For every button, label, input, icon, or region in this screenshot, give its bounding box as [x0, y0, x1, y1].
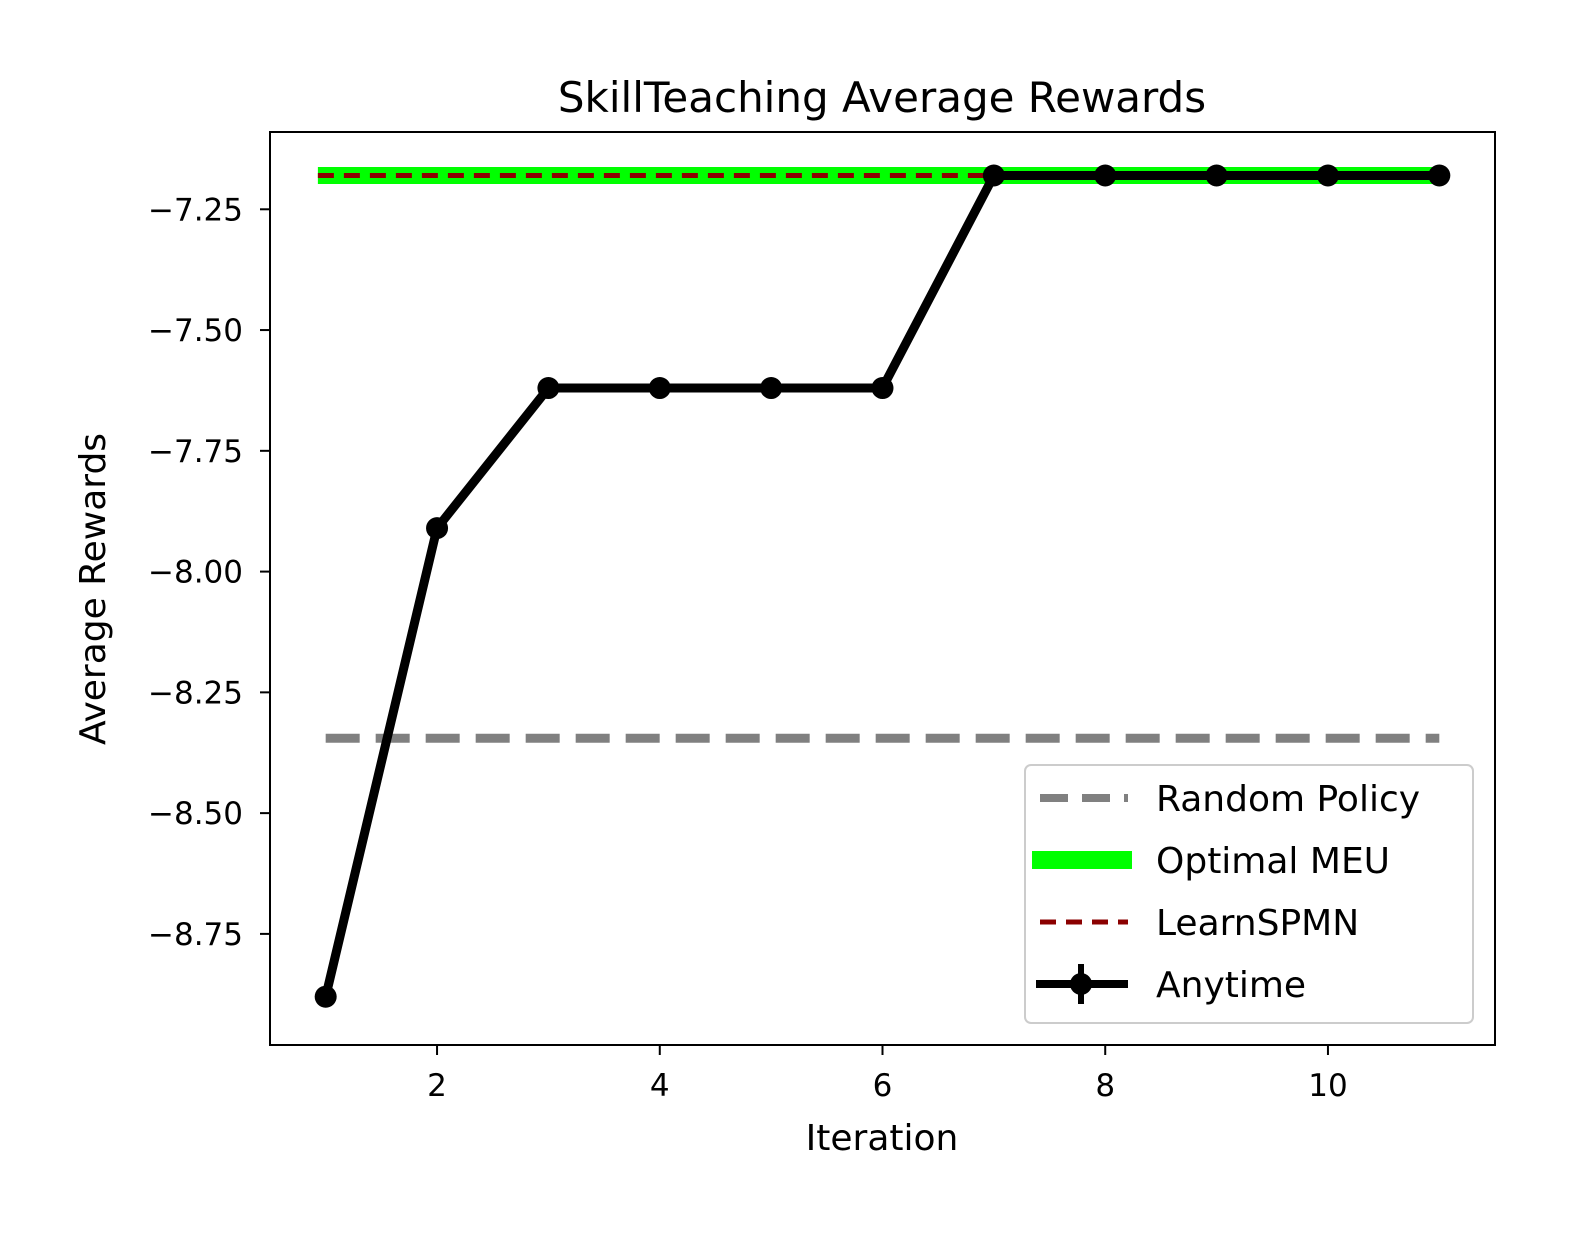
- legend-label-random-policy: Random Policy: [1156, 779, 1420, 820]
- x-tick-label: 8: [1095, 1068, 1115, 1104]
- data-point-anytime: [537, 377, 560, 400]
- x-axis-title: Iteration: [806, 1118, 959, 1159]
- data-point-anytime: [1205, 164, 1228, 187]
- data-point-anytime: [982, 164, 1005, 187]
- y-axis-title: Average Rewards: [73, 433, 114, 745]
- y-tick-label: −8.25: [148, 675, 243, 711]
- legend-label-anytime: Anytime: [1156, 965, 1306, 1006]
- legend-label-optimal-meu: Optimal MEU: [1156, 841, 1390, 882]
- y-tick-label: −8.75: [148, 917, 243, 953]
- y-tick-label: −7.25: [148, 192, 243, 228]
- legend-box: [1024, 764, 1474, 1024]
- x-tick-label: 4: [650, 1068, 670, 1104]
- y-tick-label: −7.75: [148, 434, 243, 470]
- legend: Random Policy Optimal MEU LearnSPMN Anyt…: [1024, 764, 1474, 1024]
- data-point-anytime: [314, 985, 337, 1008]
- data-point-anytime: [871, 377, 894, 400]
- y-tick-label: −8.50: [148, 796, 243, 832]
- data-point-anytime: [426, 517, 449, 540]
- data-point-anytime: [1094, 164, 1117, 187]
- data-point-anytime: [760, 377, 783, 400]
- data-point-anytime: [1316, 164, 1339, 187]
- legend-swatch-anytime-marker: [1070, 973, 1092, 995]
- y-tick-label: −7.50: [148, 313, 243, 349]
- x-axis-ticks: 2 4 6 8 10: [427, 1045, 1348, 1104]
- x-tick-label: 10: [1308, 1068, 1347, 1104]
- legend-label-learnspmn: LearnSPMN: [1156, 903, 1359, 944]
- y-tick-label: −8.00: [148, 555, 243, 591]
- x-tick-label: 2: [427, 1068, 447, 1104]
- series-layer: [314, 164, 1451, 1008]
- data-point-anytime: [648, 377, 671, 400]
- data-point-anytime: [1428, 164, 1451, 187]
- chart-title: SkillTeaching Average Rewards: [558, 73, 1206, 122]
- y-axis-ticks: −7.25 −7.50 −7.75 −8.00 −8.25 −8.50 −8.75: [148, 192, 270, 953]
- x-tick-label: 6: [873, 1068, 893, 1104]
